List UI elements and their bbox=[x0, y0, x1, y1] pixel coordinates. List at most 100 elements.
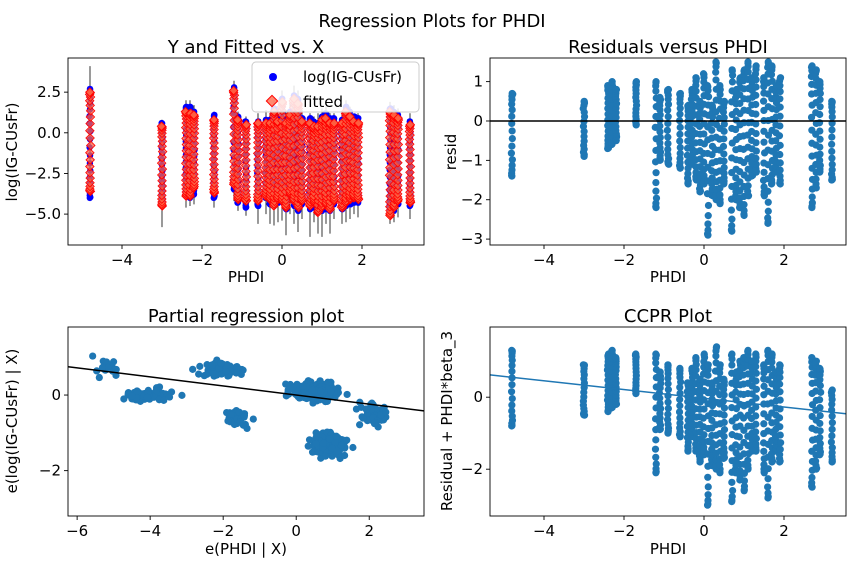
data-point bbox=[828, 147, 836, 156]
fitted-point bbox=[352, 170, 363, 181]
data-point bbox=[828, 412, 836, 420]
panel-title: CCPR Plot bbox=[624, 306, 712, 327]
data-point bbox=[676, 137, 684, 145]
data-point bbox=[744, 456, 752, 464]
fitted-point bbox=[405, 167, 415, 178]
data-point bbox=[744, 182, 752, 190]
data-point bbox=[752, 147, 760, 155]
data-point bbox=[676, 364, 684, 372]
y-axis-label: log(IG-CUsFr) bbox=[3, 102, 21, 201]
data-point bbox=[776, 431, 784, 439]
data-point bbox=[776, 141, 784, 149]
fitted-point bbox=[297, 153, 308, 164]
data-point bbox=[657, 405, 665, 413]
data-point bbox=[752, 83, 760, 91]
data-point bbox=[752, 62, 760, 70]
fitted-point bbox=[329, 160, 339, 170]
data-point bbox=[740, 200, 748, 209]
y-axis-label: resid bbox=[442, 134, 460, 171]
data-point bbox=[720, 432, 728, 441]
fitted-point bbox=[253, 118, 263, 128]
data-point bbox=[664, 85, 673, 94]
data-point bbox=[776, 445, 784, 453]
fitted-point bbox=[157, 152, 167, 163]
data-point bbox=[676, 402, 684, 410]
fitted-point bbox=[189, 138, 200, 149]
data-point bbox=[816, 434, 824, 442]
data-point bbox=[704, 371, 712, 379]
fitted-point bbox=[228, 109, 239, 119]
data-point bbox=[652, 194, 661, 202]
data-point bbox=[720, 114, 728, 122]
data-point bbox=[736, 99, 744, 108]
data-point bbox=[700, 158, 708, 166]
fitted-point bbox=[353, 175, 363, 186]
data-point bbox=[289, 384, 297, 392]
data-point bbox=[508, 89, 516, 98]
data-point bbox=[828, 444, 836, 452]
fitted-point bbox=[393, 151, 403, 162]
data-point bbox=[676, 123, 684, 131]
fitted-point bbox=[85, 106, 96, 116]
data-point bbox=[703, 81, 712, 90]
fitted-point bbox=[85, 161, 95, 172]
data-point bbox=[808, 479, 816, 487]
fitted-point bbox=[229, 103, 240, 114]
data-point bbox=[776, 396, 784, 404]
plot-area bbox=[490, 343, 846, 509]
data-point bbox=[776, 87, 784, 96]
data-point bbox=[816, 381, 824, 390]
data-point bbox=[760, 447, 768, 455]
data-point bbox=[828, 425, 836, 433]
fitted-point bbox=[85, 87, 95, 97]
data-point bbox=[776, 380, 784, 388]
fitted-point bbox=[252, 148, 263, 159]
data-point bbox=[728, 78, 737, 86]
x-tick-label: 0 bbox=[699, 251, 709, 269]
data-point bbox=[321, 452, 330, 460]
data-point bbox=[656, 128, 664, 136]
fitted-point bbox=[296, 116, 307, 127]
data-point bbox=[704, 496, 712, 505]
fitted-point bbox=[228, 85, 239, 96]
data-point bbox=[312, 439, 320, 448]
fitted-point bbox=[329, 143, 340, 153]
x-tick-label: 2 bbox=[779, 522, 789, 540]
data-point bbox=[98, 363, 107, 372]
data-point bbox=[704, 226, 712, 234]
data-point bbox=[359, 414, 367, 422]
data-point bbox=[196, 362, 204, 370]
data-point bbox=[808, 193, 816, 201]
fitted-point bbox=[233, 140, 243, 150]
data-point bbox=[580, 97, 588, 105]
y-tick-label: 0 bbox=[51, 386, 61, 404]
data-point bbox=[692, 354, 700, 362]
plot-area bbox=[68, 352, 424, 463]
data-point bbox=[776, 74, 785, 82]
data-point bbox=[776, 373, 784, 382]
data-point bbox=[720, 169, 728, 177]
fitted-point bbox=[232, 169, 243, 179]
data-point bbox=[508, 401, 516, 409]
data-point bbox=[343, 390, 351, 399]
x-tick-label: −6 bbox=[66, 522, 88, 540]
data-point bbox=[760, 382, 768, 390]
data-point bbox=[152, 387, 160, 395]
data-point bbox=[720, 444, 728, 452]
fitted-point bbox=[320, 113, 331, 123]
data-point bbox=[189, 365, 197, 373]
fitted-point bbox=[405, 144, 415, 155]
data-point bbox=[652, 178, 660, 187]
data-point bbox=[343, 436, 351, 444]
data-point bbox=[652, 460, 660, 468]
x-tick-label: 2 bbox=[357, 251, 367, 269]
data-point bbox=[699, 70, 708, 78]
data-point bbox=[664, 380, 672, 388]
fitted-point bbox=[241, 119, 252, 130]
axes-frame bbox=[67, 326, 425, 517]
data-point bbox=[324, 378, 332, 386]
data-point bbox=[764, 207, 772, 215]
data-point bbox=[508, 381, 516, 389]
fitted-point bbox=[297, 176, 308, 186]
data-point bbox=[816, 110, 824, 119]
